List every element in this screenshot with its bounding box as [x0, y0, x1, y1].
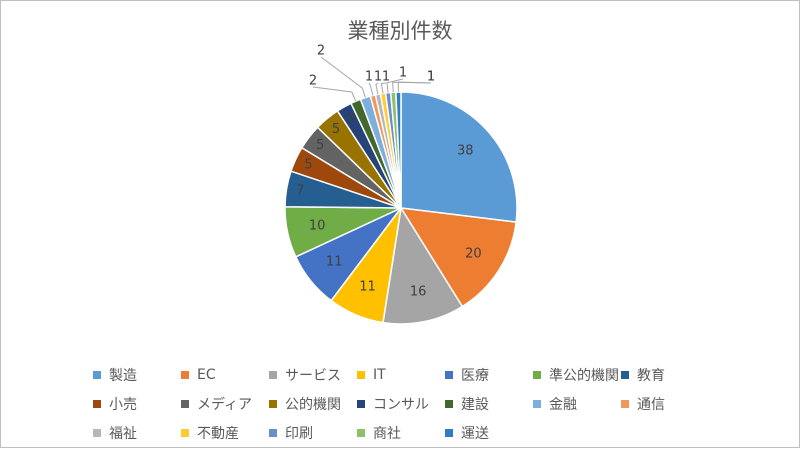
data-label-slice-5: 11 [326, 254, 343, 269]
legend-swatch [269, 429, 277, 437]
legend-item-3: サービス [269, 365, 357, 385]
legend-swatch [357, 371, 365, 379]
data-label-slice-4: 11 [359, 280, 376, 295]
legend-swatch [533, 400, 541, 408]
legend-item-16: 不動産 [181, 423, 269, 443]
legend-label: 教育 [637, 368, 665, 384]
legend-item-12: 建設 [445, 394, 533, 414]
legend-swatch [445, 400, 453, 408]
data-label-slice-19: 1 [427, 70, 435, 85]
legend-label: 医療 [461, 368, 489, 384]
data-label-slice-2: 20 [465, 247, 482, 262]
legend-item-7: 教育 [621, 365, 701, 385]
legend-item-1: 製造 [93, 365, 181, 385]
data-label-slice-14: 1 [365, 70, 373, 85]
data-label-slice-13: 2 [317, 44, 325, 59]
pie-slice-3 [382, 205, 464, 325]
legend-label: 公的機関 [285, 397, 341, 413]
legend-item-11: コンサル [357, 394, 445, 414]
legend-label: IT [373, 367, 386, 383]
leader-line-slice-19 [397, 81, 432, 93]
data-label-slice-16: 1 [382, 70, 390, 85]
data-label-slice-15: 1 [374, 70, 382, 85]
legend-label: 建設 [461, 397, 489, 413]
legend-label: 福祉 [109, 426, 137, 442]
leader-line-slice-13 [320, 56, 366, 98]
leader-line-slice-14 [368, 82, 374, 96]
data-label-slice-18: 1 [427, 70, 435, 85]
legend-item-2: EC [181, 365, 269, 385]
legend-swatch [181, 429, 189, 437]
pie-slice-2 [399, 207, 517, 308]
leader-line-slice-16 [380, 82, 387, 94]
legend-label: EC [197, 367, 216, 383]
legend-label: サービス [285, 368, 341, 384]
legend-swatch [93, 371, 101, 379]
legend-label: 製造 [109, 368, 137, 384]
legend-swatch [621, 371, 629, 379]
legend-item-19: 運送 [445, 423, 533, 443]
data-label-slice-8: 5 [304, 158, 312, 173]
data-label-slice-9: 5 [316, 138, 324, 153]
legend-swatch [181, 371, 189, 379]
data-label-slice-17: 1 [399, 66, 407, 81]
leader-line-slice-15 [375, 82, 379, 95]
legend-swatch [93, 400, 101, 408]
chart-title: 業種別件数 [347, 19, 453, 43]
legend-label: 金融 [549, 397, 577, 413]
legend-swatch [533, 371, 541, 379]
legend-item-15: 福祉 [93, 423, 181, 443]
legend-item-10: 公的機関 [269, 394, 357, 414]
legend-item-18: 商社 [357, 423, 445, 443]
legend-swatch [621, 400, 629, 408]
legend-item-9: メディア [181, 394, 269, 414]
data-label-slice-1: 38 [457, 144, 474, 159]
legend-label: コンサル [373, 397, 429, 413]
data-label-slice-7: 7 [296, 184, 304, 199]
legend-item-4: IT [357, 365, 445, 385]
pie-slice-1 [400, 91, 518, 224]
legend-label: 準公的機関 [549, 368, 619, 384]
data-label-slice-12: 2 [309, 74, 317, 89]
legend-item-5: 医療 [445, 365, 533, 385]
legend-swatch [357, 400, 365, 408]
legend-swatch [269, 400, 277, 408]
legend-item-6: 準公的機関 [533, 365, 621, 385]
chart-legend: 製造 EC サービス IT 医療 準公的機関 教育小売 メディア 公的機関 コンサル 建設 金融 通信福… [93, 365, 713, 443]
legend-swatch [269, 371, 277, 379]
legend-label: 運送 [461, 426, 489, 442]
legend-label: 印刷 [285, 426, 313, 442]
data-label-slice-3: 16 [410, 285, 427, 300]
leader-line-slice-17 [386, 78, 404, 93]
legend-item-8: 小売 [93, 394, 181, 414]
legend-item-13: 金融 [533, 394, 621, 414]
legend-swatch [357, 429, 365, 437]
legend-item-17: 印刷 [269, 423, 357, 443]
legend-label: 商社 [373, 426, 401, 442]
legend-label: メディア [197, 397, 253, 413]
data-label-slice-10: 5 [332, 122, 340, 137]
data-label-slice-11: 3 [347, 112, 355, 127]
legend-swatch [181, 400, 189, 408]
data-label-slice-6: 10 [309, 219, 326, 234]
legend-swatch [93, 429, 101, 437]
legend-swatch [445, 429, 453, 437]
legend-label: 不動産 [197, 426, 239, 442]
legend-label: 通信 [637, 397, 665, 413]
leader-line-slice-12 [312, 86, 357, 102]
legend-item-14: 通信 [621, 394, 701, 414]
pie-slice-19 [395, 91, 402, 209]
legend-swatch [445, 371, 453, 379]
legend-label: 小売 [109, 397, 137, 413]
